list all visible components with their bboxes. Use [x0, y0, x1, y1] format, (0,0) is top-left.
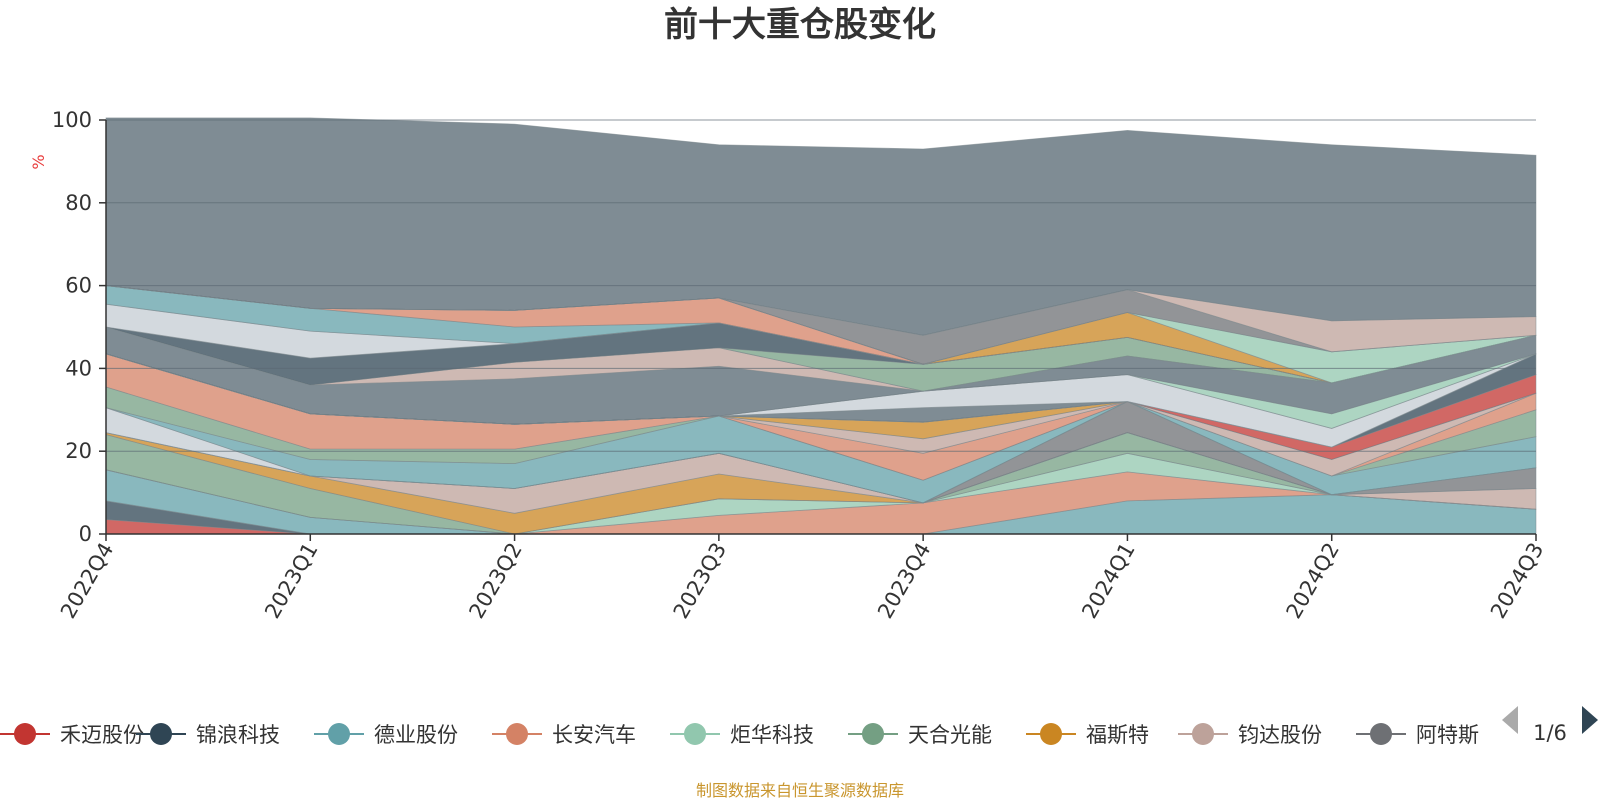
- x-axis-ticks: 2022Q4 2023Q1 2023Q2 2023Q3 2023Q4 2024Q1 2024…: [56, 534, 1548, 623]
- axes: [105, 120, 1536, 535]
- legend-dot-icon: [506, 723, 528, 745]
- legend-item[interactable]: 长安汽车: [492, 723, 636, 747]
- legend-item[interactable]: 锦浪科技: [136, 723, 280, 747]
- x-tick-label: 2023Q3: [669, 539, 731, 623]
- x-tick-label: 2023Q2: [464, 539, 526, 623]
- x-tick-label: 2024Q2: [1282, 539, 1344, 623]
- legend-dot-icon: [328, 723, 350, 745]
- legend-label: 长安汽车: [552, 723, 636, 747]
- x-tick-label: 2024Q1: [1077, 539, 1139, 623]
- legend-item[interactable]: 禾迈股份: [0, 723, 144, 747]
- legend-dot-icon: [14, 723, 36, 745]
- y-tick-label: 20: [65, 439, 92, 463]
- legend-label: 阿特斯: [1416, 723, 1479, 747]
- series-areas: [105, 117, 1537, 535]
- legend-page-indicator: 1/6: [1533, 721, 1567, 745]
- legend-item[interactable]: 福斯特: [1026, 723, 1149, 747]
- legend-dot-icon: [1370, 723, 1392, 745]
- legend-label: 钧达股份: [1238, 723, 1322, 747]
- legend-dot-icon: [1192, 723, 1214, 745]
- y-tick-label: 100: [52, 108, 92, 132]
- y-tick-label: 0: [79, 522, 92, 546]
- y-tick-label: 80: [65, 191, 92, 215]
- triangle-left-icon[interactable]: [1502, 706, 1518, 734]
- triangle-right-icon[interactable]: [1582, 706, 1598, 734]
- legend-label: 禾迈股份: [60, 723, 144, 747]
- chart-title: 前十大重仓股变化: [664, 5, 936, 45]
- legend-item[interactable]: 钧达股份: [1178, 723, 1322, 747]
- legend-label: 锦浪科技: [196, 723, 280, 747]
- data-source-note: 制图数据来自恒生聚源数据库: [696, 781, 904, 800]
- series-area-32: [105, 117, 1537, 336]
- legend: 禾迈股份 锦浪科技 德业股份 长安汽车 炬华科技 天合光能 福斯特 钧达股份 阿特斯 1/6: [0, 706, 1598, 747]
- y-tick-label: 40: [65, 356, 92, 380]
- legend-item[interactable]: 德业股份: [314, 723, 458, 747]
- legend-dot-icon: [150, 723, 172, 745]
- y-axis-ticks: 0 20 40 60 80 100: [52, 108, 106, 546]
- x-tick-label: 2022Q4: [56, 539, 118, 623]
- legend-items: 禾迈股份 锦浪科技 德业股份 长安汽车 炬华科技 天合光能 福斯特 钧达股份 阿特斯: [0, 723, 1479, 747]
- legend-next-button[interactable]: [1582, 706, 1598, 734]
- legend-item[interactable]: 天合光能: [848, 723, 992, 747]
- x-tick-label: 2024Q3: [1486, 539, 1548, 623]
- legend-item[interactable]: 阿特斯: [1356, 723, 1479, 747]
- legend-dot-icon: [684, 723, 706, 745]
- legend-label: 炬华科技: [730, 723, 814, 747]
- legend-dot-icon: [862, 723, 884, 745]
- y-tick-label: 60: [65, 274, 92, 298]
- legend-label: 德业股份: [374, 723, 458, 747]
- legend-label: 福斯特: [1086, 723, 1149, 747]
- x-tick-label: 2023Q1: [260, 539, 322, 623]
- y-axis-unit-label: %: [29, 154, 48, 169]
- legend-dot-icon: [1040, 723, 1062, 745]
- legend-label: 天合光能: [908, 723, 992, 747]
- grid-lines: [106, 119, 1536, 452]
- legend-prev-button[interactable]: [1502, 706, 1518, 734]
- x-tick-label: 2023Q4: [873, 539, 935, 623]
- legend-item[interactable]: 炬华科技: [670, 723, 814, 747]
